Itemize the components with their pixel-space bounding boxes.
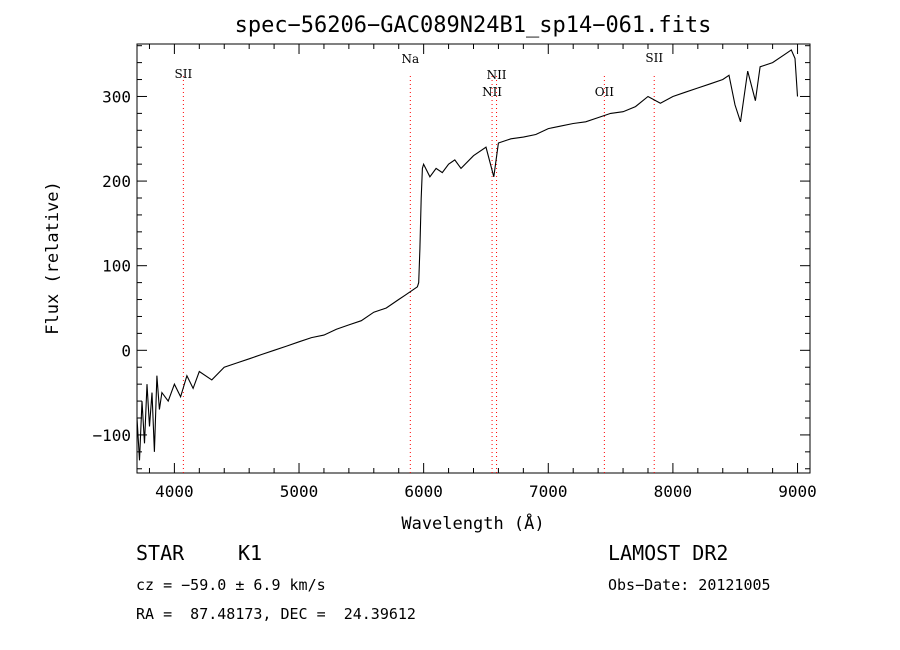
y-tick-label: 100 (102, 257, 131, 276)
survey-name: LAMOST DR2 (608, 541, 729, 565)
y-tick-label: 300 (102, 87, 131, 106)
x-tick-label: 7000 (529, 482, 568, 501)
chart-title: spec−56206−GAC089N24B1_sp14−061.fits (235, 13, 712, 38)
line-marker-label: SII (175, 67, 193, 81)
object-subclass: K1 (238, 541, 263, 565)
spectrum-line (136, 49, 799, 461)
y-tick-label: 200 (102, 172, 131, 191)
redshift-velocity: cz = −59.0 ± 6.9 km/s (136, 576, 326, 594)
axis-ticks: 4000 5000 6000 7000 8000 9000 −100 0 100 200 300 (92, 44, 817, 501)
emission-line-markers: SII Na NII NII OII SII (175, 51, 663, 473)
y-axis-label: Flux (relative) (43, 181, 63, 335)
x-tick-label: 6000 (404, 482, 443, 501)
line-marker-label: NII (482, 85, 502, 99)
observation-date: Obs−Date: 20121005 (608, 576, 771, 594)
x-axis-label: Wavelength (Å) (401, 512, 544, 534)
line-marker-label: OII (595, 85, 615, 99)
coordinates: RA = 87.48173, DEC = 24.39612 (136, 605, 416, 623)
plot-frame (136, 43, 811, 474)
y-tick-label: −100 (92, 426, 131, 445)
object-class: STAR (136, 541, 185, 565)
x-tick-label: 5000 (280, 482, 319, 501)
line-marker-label: NII (487, 68, 507, 82)
x-tick-label: 4000 (155, 482, 194, 501)
line-marker-label: SII (645, 51, 663, 65)
line-marker-label: Na (401, 52, 419, 66)
x-tick-label: 9000 (778, 482, 817, 501)
x-tick-label: 8000 (654, 482, 693, 501)
spectrum-series (136, 49, 799, 461)
y-tick-label: 0 (121, 341, 131, 360)
